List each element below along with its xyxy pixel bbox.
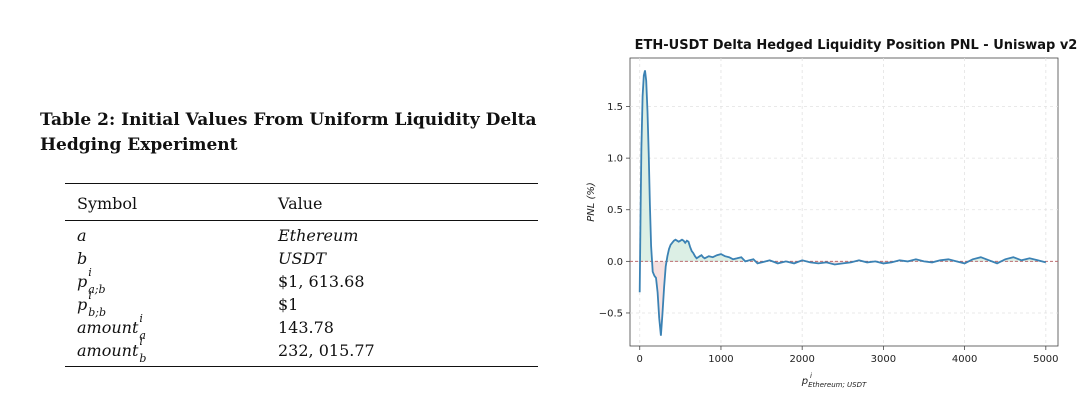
table-row: a Ethereum [65, 221, 538, 248]
y-axis-ticks: −0.5 0.0 0.5 1.0 1.5 [599, 102, 630, 319]
symbol-cell: amount i b [65, 335, 266, 367]
symbol-sup: i [88, 289, 92, 302]
x-axis-label-base: p [801, 376, 808, 387]
symbol-sup: i [88, 266, 92, 279]
positive-pnl-fill [639, 70, 1046, 262]
y-tick-label: 0.0 [607, 257, 623, 268]
symbol-b: b [77, 249, 88, 268]
initial-values-table: Symbol Value a Ethereum b USDT p i a;b $1,… [65, 183, 538, 367]
value-cell: Ethereum [266, 221, 538, 248]
symbol-sub: b;b [88, 306, 107, 319]
x-axis-label-sup: i [810, 372, 812, 380]
symbol-amount-a: amount i a [77, 312, 168, 342]
y-tick-label: 1.5 [607, 102, 623, 113]
symbol-cell: p i b;b [65, 289, 266, 319]
x-tick-label: 0 [637, 354, 643, 365]
symbol-cell: b [65, 247, 266, 270]
symbol-a: a [77, 226, 87, 245]
symbol-cell: amount i a [65, 312, 266, 342]
table-header-row: Symbol Value [65, 183, 538, 221]
chart-title: ETH-USDT Delta Hedged Liquidity Position… [635, 38, 1078, 53]
x-tick-label: 1000 [708, 354, 733, 365]
value-cell: $1 [278, 295, 299, 314]
y-tick-label: 1.0 [607, 154, 623, 165]
table-row: amount i a 143.78 [65, 312, 538, 342]
value-cell: USDT [266, 247, 538, 270]
table-row: amount i b 232, 015.77 [65, 335, 538, 367]
value-ethereum: Ethereum [278, 226, 359, 245]
symbol-sup: i [139, 335, 143, 348]
value-cell: 232, 015.77 [278, 341, 375, 360]
grid [630, 58, 1058, 346]
x-tick-label: 3000 [871, 354, 896, 365]
pnl-chart: ETH-USDT Delta Hedged Liquidity Position… [586, 38, 1078, 389]
negative-pnl-fill [639, 261, 1046, 336]
value-cell: 143.78 [278, 318, 334, 337]
x-axis-ticks: 0 1000 2000 3000 4000 5000 [637, 346, 1059, 365]
value-usdt: USDT [278, 249, 326, 268]
header-value: Value [278, 193, 323, 213]
symbol-sup: i [139, 312, 143, 325]
y-tick-label: −0.5 [599, 308, 623, 319]
symbol-price-b: p i b;b [77, 289, 117, 319]
symbol-amount-b: amount i b [77, 335, 168, 365]
symbol-base: p [77, 295, 88, 314]
plot-frame [629, 57, 1059, 347]
symbol-base: p [77, 272, 88, 291]
symbol-sub: a [139, 329, 146, 342]
symbol-cell: a [65, 221, 266, 248]
symbol-price-a: p i a;b [77, 266, 117, 296]
x-tick-label: 5000 [1033, 354, 1058, 365]
symbol-base: amount [77, 318, 139, 337]
x-axis-label-sub: Ethereum; USDT [808, 381, 867, 389]
x-tick-label: 2000 [789, 354, 814, 365]
x-tick-label: 4000 [952, 354, 977, 365]
value-cell: $1, 613.68 [278, 272, 365, 291]
header-symbol: Symbol [77, 193, 138, 213]
plot-area [629, 57, 1059, 347]
y-tick-label: 0.5 [607, 205, 623, 216]
y-axis-label: PNL (%) [586, 182, 597, 222]
table-row: p i b;b $1 [65, 289, 538, 319]
symbol-base: amount [77, 341, 139, 360]
symbol-sub: a;b [88, 283, 106, 296]
x-axis-label: pEthereum; USDTi [801, 372, 867, 389]
table-caption: Table 2: Initial Values From Uniform Liq… [40, 110, 537, 155]
pnl-series-line [638, 70, 1047, 336]
area-fill [639, 70, 1046, 336]
table-row: p i a;b $1, 613.68 [65, 266, 538, 296]
symbol-sub: b [139, 352, 147, 365]
table-row: b USDT [65, 247, 538, 270]
symbol-cell: p i a;b [65, 266, 266, 296]
